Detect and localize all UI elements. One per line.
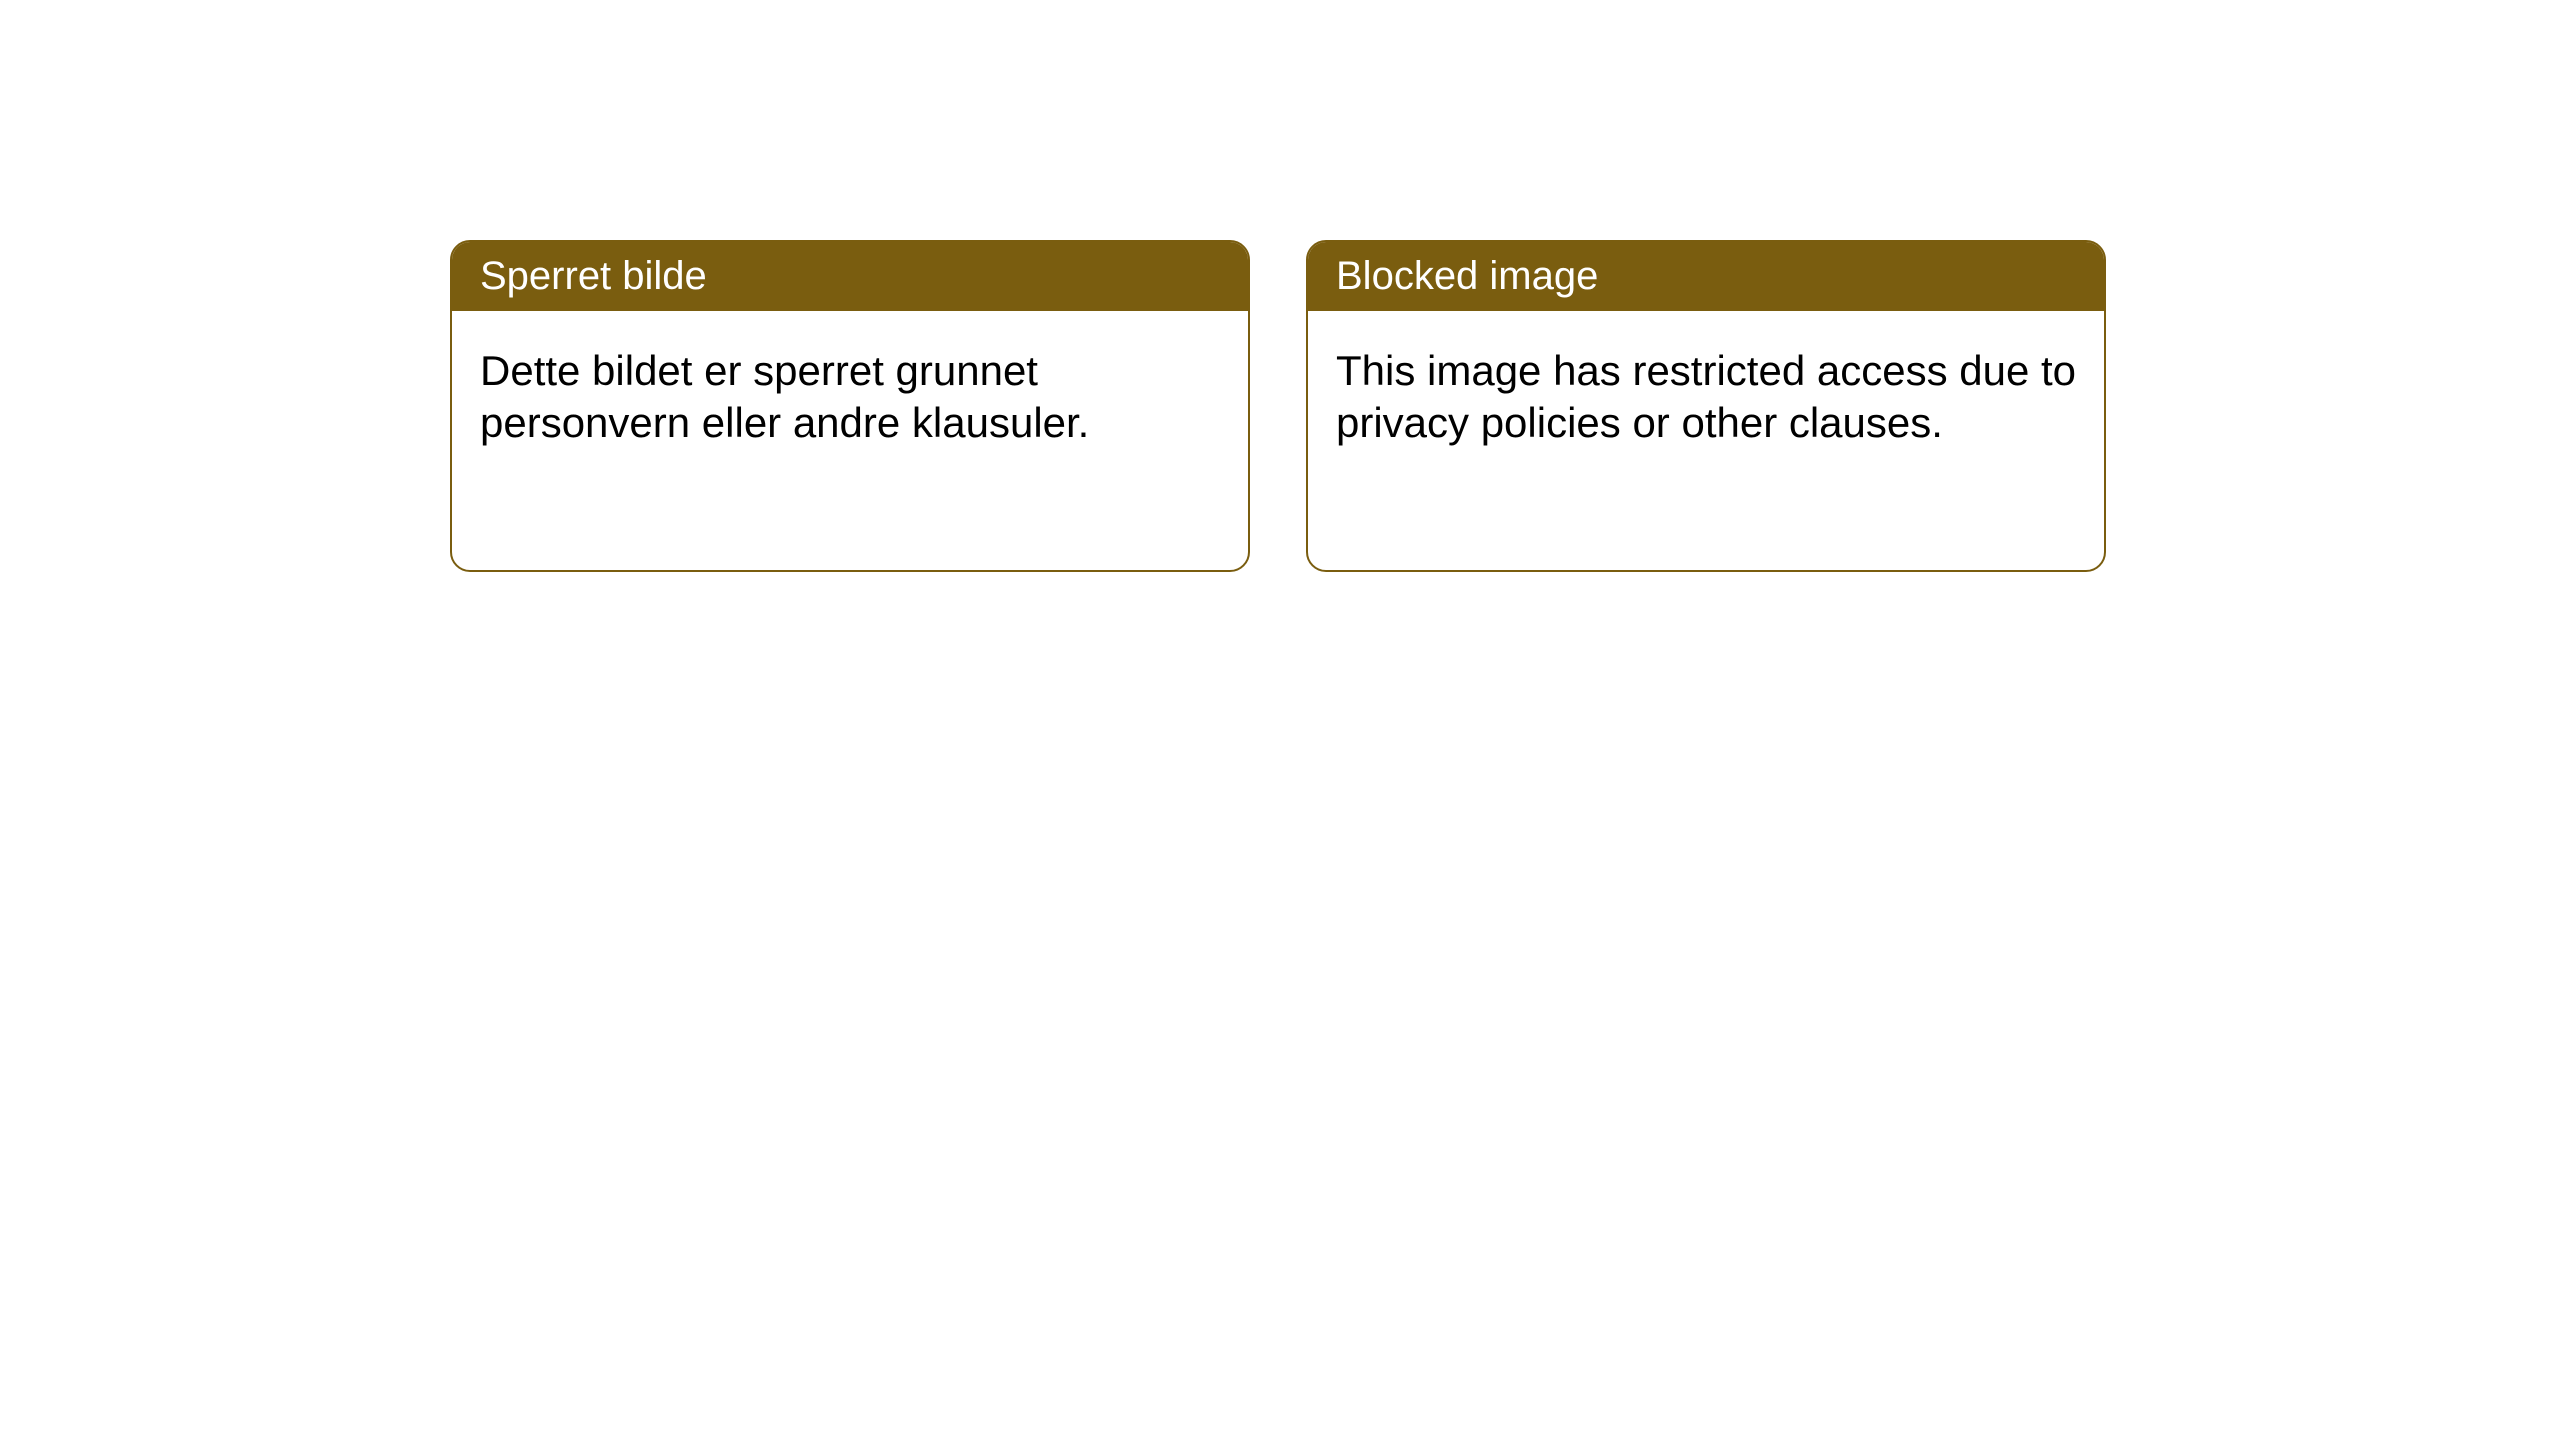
notice-card-header: Blocked image — [1308, 242, 2104, 311]
notice-card-header: Sperret bilde — [452, 242, 1248, 311]
notice-card-message: Dette bildet er sperret grunnet personve… — [480, 347, 1089, 446]
notice-card-body: This image has restricted access due to … — [1308, 311, 2104, 483]
notice-card-title: Blocked image — [1336, 254, 1598, 298]
notice-card-body: Dette bildet er sperret grunnet personve… — [452, 311, 1248, 483]
notice-card-norwegian: Sperret bilde Dette bildet er sperret gr… — [450, 240, 1250, 572]
notice-cards-container: Sperret bilde Dette bildet er sperret gr… — [450, 240, 2106, 572]
notice-card-english: Blocked image This image has restricted … — [1306, 240, 2106, 572]
notice-card-title: Sperret bilde — [480, 254, 707, 298]
notice-card-message: This image has restricted access due to … — [1336, 347, 2076, 446]
